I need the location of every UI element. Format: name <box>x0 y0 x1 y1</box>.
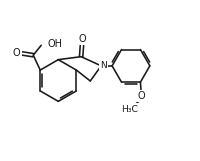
Text: O: O <box>138 91 145 101</box>
Text: OH: OH <box>48 39 63 49</box>
Text: H₃C: H₃C <box>121 104 138 114</box>
Text: O: O <box>78 34 86 44</box>
Text: N: N <box>100 61 107 70</box>
Text: O: O <box>13 48 21 58</box>
